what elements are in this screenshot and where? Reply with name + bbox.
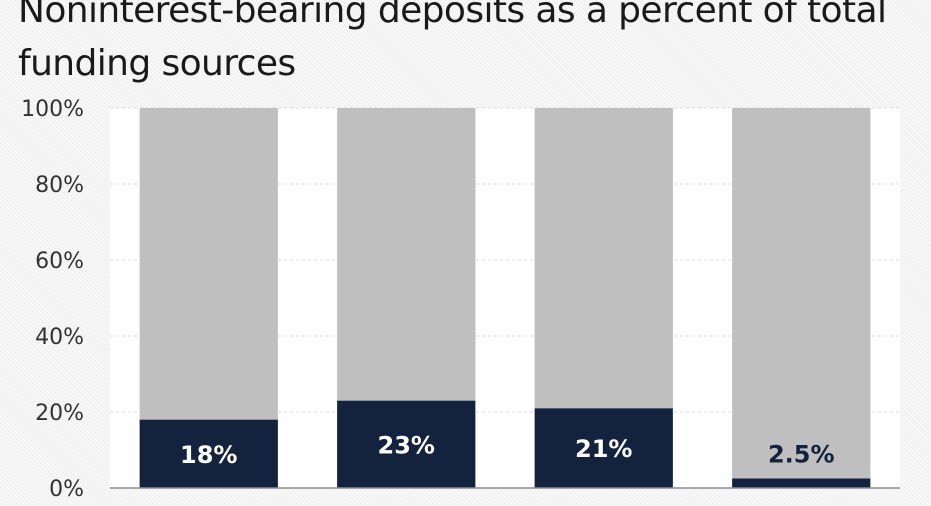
data-label: 21% [575, 435, 632, 463]
y-tick-label: 60% [35, 249, 84, 274]
bar-segment-deposits [337, 400, 476, 488]
bars [139, 108, 871, 488]
y-tick-label: 0% [49, 477, 84, 502]
bar-segment-deposits [139, 419, 278, 488]
y-tick-label: 100% [21, 97, 84, 122]
y-axis-tick-labels: 0% 20% 40% 60% 80% 100% [21, 97, 84, 502]
data-labels: 18% 23% 21% 2.5% [180, 431, 835, 469]
data-label: 2.5% [768, 441, 835, 469]
bar-segment-remainder [732, 108, 871, 479]
y-tick-label: 80% [35, 173, 84, 198]
data-label: 18% [180, 441, 237, 469]
bar-segment-remainder [534, 108, 673, 409]
y-tick-label: 40% [35, 325, 84, 350]
bar-segment-remainder [139, 108, 278, 420]
y-tick-label: 20% [35, 401, 84, 426]
bar-segment-deposits [732, 478, 871, 488]
chart-title: Noninterest-bearing deposits as a percen… [18, 0, 887, 84]
bar-segment-deposits [534, 408, 673, 488]
bar-segment-remainder [337, 108, 476, 401]
data-label: 23% [378, 431, 435, 459]
